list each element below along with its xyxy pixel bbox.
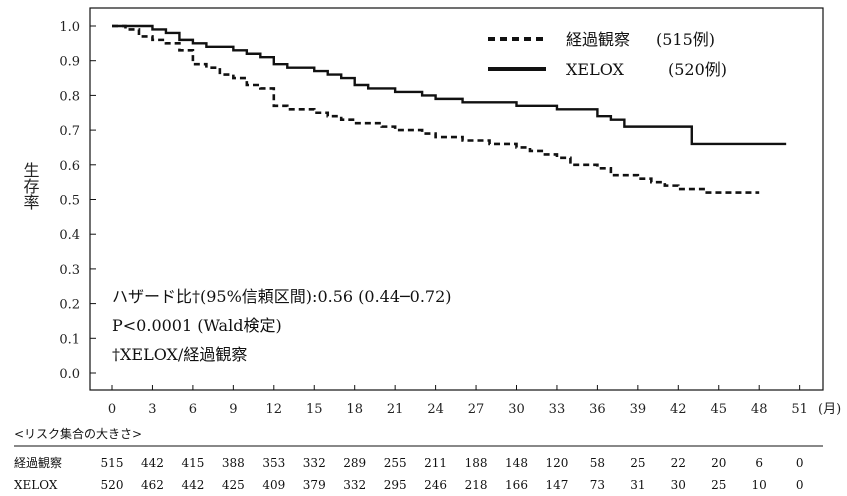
risk-value-xelox: 295 [384,478,407,492]
x-tick-label: 42 [670,402,687,417]
risk-value-xelox: 147 [545,478,568,492]
curve-observation [112,24,760,194]
risk-value-xelox: 425 [222,478,245,492]
legend-label-xelox: XELOX [566,60,625,79]
x-tick-label: 9 [229,402,237,417]
legend-count-xelox: (520例) [668,60,727,79]
risk-value-observation: 22 [671,456,686,470]
risk-value-observation: 25 [630,456,645,470]
y-tick-label: 0.6 [59,159,80,174]
y-tick-label: 0.9 [59,55,80,70]
x-tick-label: 21 [387,402,404,417]
y-tick-label: 0.0 [59,367,80,382]
risk-value-xelox: 332 [343,478,366,492]
risk-table: <リスク集合の大きさ> 経過観察 XELOX 515 442 415 388 353 33… [14,426,823,492]
risk-value-observation: 58 [590,456,605,470]
risk-value-observation: 353 [262,456,285,470]
x-tick-label: 6 [189,402,197,417]
x-tick-label: 0 [108,402,116,417]
risk-value-xelox: 31 [630,478,645,492]
risk-value-observation: 148 [505,456,528,470]
y-tick-label: 0.4 [59,228,80,243]
risk-value-xelox: 246 [424,478,447,492]
risk-row-label-observation: 経過観察 [14,456,62,470]
risk-value-observation: 442 [141,456,164,470]
y-tick-label: 0.8 [59,89,80,104]
risk-value-observation: 6 [755,456,763,470]
curve-xelox [112,24,787,146]
y-tick-label: 0.3 [59,263,80,278]
risk-table-title: <リスク集合の大きさ> [14,426,142,441]
x-tick-label: 3 [148,402,156,417]
y-tick-label: 1.0 [59,20,80,35]
x-tick-label: 18 [346,402,363,417]
hazard-ratio-annotation: ハザード比†(95%信頼区間):0.56 (0.44─0.72) [112,287,452,306]
risk-value-observation: 255 [384,456,407,470]
x-tick-label: 12 [266,402,283,417]
risk-value-xelox: 462 [141,478,164,492]
x-tick-label: 48 [751,402,768,417]
risk-value-observation: 415 [181,456,204,470]
risk-value-observation: 211 [424,456,447,470]
ratio-footnote-annotation: †XELOX/経過観察 [112,345,247,364]
risk-value-xelox: 520 [101,478,124,492]
risk-value-observation: 120 [545,456,568,470]
x-tick-label: 51 [791,402,808,417]
risk-value-observation: 289 [343,456,366,470]
risk-value-xelox: 379 [303,478,326,492]
risk-value-xelox: 10 [752,478,767,492]
y-tick-label: 0.1 [59,332,80,347]
survival-curves [112,24,787,194]
legend-label-observation: 経過観察 [566,30,630,49]
legend: 経過観察 (515例) XELOX (520例) [488,30,727,79]
x-tick-label: 24 [427,402,444,417]
risk-value-xelox: 73 [590,478,605,492]
legend-count-observation: (515例) [656,30,715,49]
risk-value-xelox: 218 [465,478,488,492]
risk-value-xelox: 409 [262,478,285,492]
p-value-annotation: P<0.0001 (Wald検定) [112,316,282,335]
y-tick-label: 0.5 [59,194,80,209]
x-tick-label: 33 [549,402,566,417]
risk-value-xelox: 25 [711,478,726,492]
risk-value-observation: 332 [303,456,326,470]
risk-value-xelox: 0 [796,478,804,492]
y-axis-label: 生存率 [21,162,40,210]
risk-value-observation: 388 [222,456,245,470]
y-tick-label: 0.2 [59,298,80,313]
risk-value-observation: 188 [465,456,488,470]
y-axis: 0.0 0.1 0.2 0.3 0.4 0.5 0.6 0.7 0.8 0.9 1.0 [59,20,96,382]
y-tick-label: 0.7 [59,124,80,139]
risk-value-xelox: 442 [181,478,204,492]
risk-value-observation: 515 [101,456,124,470]
x-tick-label: 45 [710,402,727,417]
risk-row-label-xelox: XELOX [14,478,58,492]
x-tick-label: 39 [630,402,647,417]
x-tick-label: 30 [508,402,525,417]
x-axis: 0 3 6 9 12 15 18 21 24 27 30 33 36 39 42 45 48 51 [108,385,808,417]
risk-value-xelox: 166 [505,478,528,492]
x-tick-label: 27 [468,402,485,417]
x-tick-label: 36 [589,402,606,417]
risk-value-observation: 20 [711,456,726,470]
x-tick-label: 15 [306,402,323,417]
risk-value-xelox: 30 [671,478,686,492]
risk-value-observation: 0 [796,456,804,470]
x-axis-unit: (月) [818,402,841,417]
